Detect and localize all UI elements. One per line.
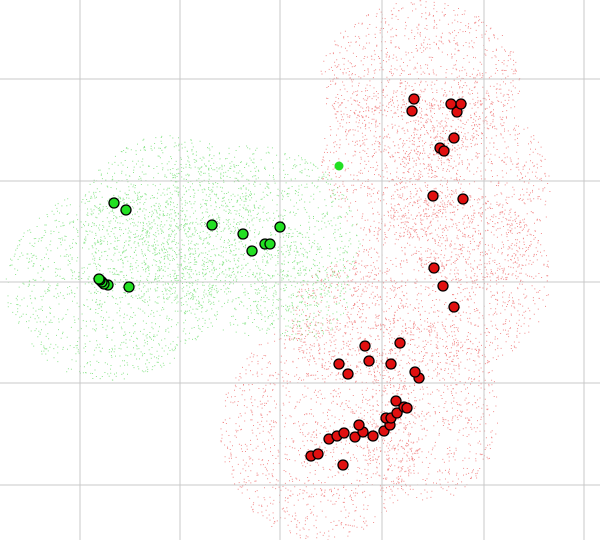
data-point: [334, 161, 344, 171]
data-point: [445, 98, 457, 110]
data-point: [394, 337, 406, 349]
series-2: [334, 161, 344, 171]
data-point: [120, 204, 132, 216]
data-point: [353, 419, 365, 431]
data-point: [237, 228, 249, 240]
data-point: [246, 245, 258, 257]
data-point: [448, 132, 460, 144]
data-point: [367, 430, 379, 442]
data-point: [123, 281, 135, 293]
data-point: [448, 301, 460, 313]
data-point: [409, 366, 421, 378]
series-1: [93, 197, 286, 293]
data-point: [408, 93, 420, 105]
data-points: [93, 93, 469, 471]
data-point: [391, 407, 403, 419]
data-point: [108, 197, 120, 209]
data-point: [333, 358, 345, 370]
data-point: [264, 238, 276, 250]
data-point: [401, 402, 413, 414]
data-point: [359, 340, 371, 352]
data-point: [206, 219, 218, 231]
green-region: [5, 135, 361, 381]
data-point: [455, 98, 467, 110]
green-region-speckle: [5, 135, 361, 381]
data-point: [385, 358, 397, 370]
data-point: [312, 448, 324, 460]
density-regions: [5, 0, 551, 540]
data-point: [457, 193, 469, 205]
data-point: [428, 262, 440, 274]
data-point: [337, 459, 349, 471]
data-point: [342, 368, 354, 380]
data-point: [437, 280, 449, 292]
data-point: [427, 190, 439, 202]
data-point: [93, 273, 105, 285]
data-point: [438, 145, 450, 157]
data-point: [338, 427, 350, 439]
data-point: [274, 221, 286, 233]
series-0: [305, 93, 469, 471]
data-point: [363, 355, 375, 367]
data-point: [349, 431, 361, 443]
data-point: [390, 395, 402, 407]
data-point: [406, 105, 418, 117]
